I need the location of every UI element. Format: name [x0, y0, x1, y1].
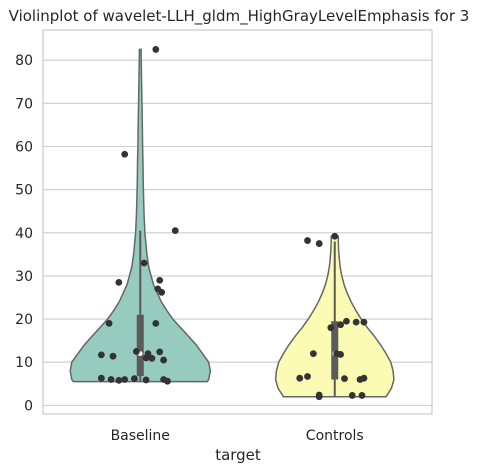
plot-frame — [42, 29, 433, 415]
y-tick-label-5: 50 — [15, 183, 33, 199]
y-tick-labels: 0 10 20 30 40 50 60 70 80 — [15, 53, 33, 414]
data-point — [343, 317, 350, 325]
x-tick-label-1: Controls — [306, 428, 364, 444]
data-point — [315, 240, 323, 247]
x-tick-labels: Baseline Controls — [111, 428, 364, 444]
data-point — [337, 351, 344, 358]
data-point — [158, 288, 166, 296]
data-point — [131, 375, 138, 383]
y-tick-label-2: 20 — [15, 312, 33, 328]
data-point — [156, 276, 164, 284]
data-point — [171, 227, 179, 235]
data-point — [142, 354, 150, 362]
violin-iqr-box-0 — [136, 314, 144, 377]
data-point — [164, 377, 171, 385]
data-point — [121, 150, 129, 158]
data-point — [115, 376, 123, 384]
data-point — [156, 348, 164, 356]
data-point — [337, 321, 344, 329]
violin-body-0 — [69, 48, 212, 383]
data-point — [360, 374, 368, 382]
data-point — [309, 350, 317, 357]
y-tick-label-8: 80 — [15, 53, 33, 69]
data-point — [115, 279, 123, 286]
x-tick-label-0: Baseline — [111, 428, 170, 444]
chart-title: Violinplot of wavelet-LLH_gldm_HighGrayL… — [9, 7, 470, 26]
data-point — [97, 351, 105, 359]
y-tick-label-4: 40 — [15, 226, 33, 242]
violins — [69, 46, 395, 401]
violin-iqr-box-1 — [331, 321, 339, 380]
data-point — [331, 232, 339, 240]
data-point — [348, 392, 356, 399]
data-point — [109, 352, 117, 360]
data-point — [107, 376, 115, 383]
data-point — [97, 374, 105, 382]
y-tick-label-7: 70 — [15, 96, 33, 112]
data-point — [152, 46, 160, 53]
y-tick-label-3: 30 — [15, 269, 33, 285]
data-point — [296, 374, 304, 382]
violin-baseline — [69, 46, 212, 385]
data-point — [160, 356, 167, 364]
y-tick-label-6: 60 — [15, 139, 33, 155]
violin-controls — [274, 232, 395, 401]
data-point — [148, 354, 156, 362]
y-tick-label-0: 0 — [24, 398, 33, 414]
data-point — [327, 324, 335, 332]
data-point — [132, 348, 140, 355]
data-point — [315, 393, 323, 401]
data-point — [140, 259, 148, 267]
data-point — [360, 318, 368, 326]
data-point — [352, 318, 360, 326]
data-point — [121, 376, 129, 383]
data-point — [304, 237, 311, 244]
data-point — [358, 392, 366, 399]
data-point — [142, 376, 150, 384]
y-tick-label-1: 10 — [15, 355, 33, 371]
x-axis-label: target — [215, 446, 261, 464]
data-point — [105, 319, 113, 327]
data-point — [304, 373, 311, 380]
data-point — [152, 319, 160, 327]
data-point — [341, 375, 348, 383]
